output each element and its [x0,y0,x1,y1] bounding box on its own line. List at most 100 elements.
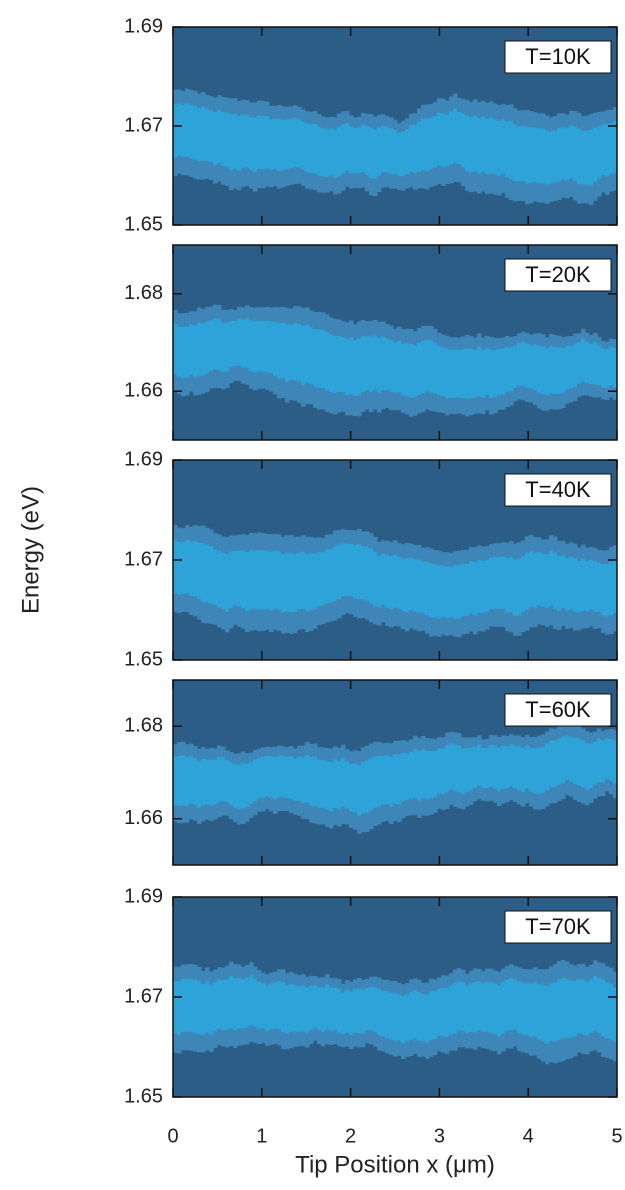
texture [537,345,542,393]
texture [533,344,538,391]
texture [233,764,238,808]
texture [301,985,306,1032]
texture [173,981,178,1035]
texture [333,335,338,394]
texture [229,762,234,805]
texture [257,550,262,610]
texture [345,989,350,1033]
texture [401,995,406,1044]
texture [297,552,302,610]
texture [221,757,226,801]
texture [325,984,330,1030]
texture [497,348,502,395]
texture [421,561,426,613]
texture [405,994,410,1042]
texture [249,975,254,1026]
texture [389,339,394,392]
texture [433,991,438,1040]
texture [205,544,210,603]
texture [377,337,382,393]
texture [581,979,586,1035]
texture [545,985,550,1044]
texture [417,751,422,801]
texture [533,127,538,183]
texture [385,126,390,173]
texture [293,984,298,1032]
y-tick-label: 1.65 [124,648,163,670]
texture [489,557,494,609]
texture [193,979,198,1033]
texture [273,322,278,376]
texture [361,546,366,600]
texture [501,745,506,790]
texture [549,740,554,788]
texture [421,749,426,799]
texture [465,348,470,399]
texture [545,130,550,185]
texture [285,985,290,1034]
texture [329,987,334,1032]
texture [549,550,554,606]
texture [345,543,350,596]
texture [309,124,314,173]
texture [257,757,262,799]
texture [345,338,350,396]
texture [313,756,318,807]
texture [381,336,386,391]
texture [389,756,394,807]
texture [237,318,242,366]
temperature-label: T=70K [525,914,591,939]
texture [313,553,318,609]
temperature-label: T=60K [525,697,591,722]
texture [289,118,294,169]
texture [401,753,406,802]
texture [425,750,430,799]
texture [601,348,606,388]
y-tick-label: 1.68 [124,282,163,304]
texture [593,975,598,1031]
texture [493,745,498,789]
texture [469,747,474,791]
texture [321,759,326,808]
texture [513,979,518,1030]
texture [473,981,478,1033]
texture [357,127,362,174]
texture [489,117,494,174]
texture [461,113,466,168]
texture [265,755,270,797]
texture [305,754,310,803]
texture [241,979,246,1029]
texture [597,562,602,612]
texture [565,558,570,611]
texture [209,546,214,604]
texture [481,116,486,172]
texture [429,750,434,799]
texture [193,758,198,805]
texture [569,556,574,610]
texture [569,125,574,179]
texture [425,339,430,392]
texture [513,124,518,181]
x-tick-label: 0 [167,1125,178,1147]
panel-frame [172,244,618,441]
texture [329,334,334,393]
texture [369,758,374,811]
texture [521,748,526,792]
texture [193,325,198,378]
texture [373,551,378,606]
texture [409,125,414,172]
texture [413,748,418,798]
texture [301,121,306,170]
texture [361,989,366,1034]
x-tick-label: 4 [523,1125,534,1147]
texture [385,755,390,805]
texture [581,558,586,611]
texture [377,127,382,176]
texture [301,325,306,385]
texture [461,982,466,1031]
texture [241,550,246,609]
texture [285,552,290,612]
texture [437,748,442,794]
texture [289,756,294,799]
texture [529,747,534,792]
